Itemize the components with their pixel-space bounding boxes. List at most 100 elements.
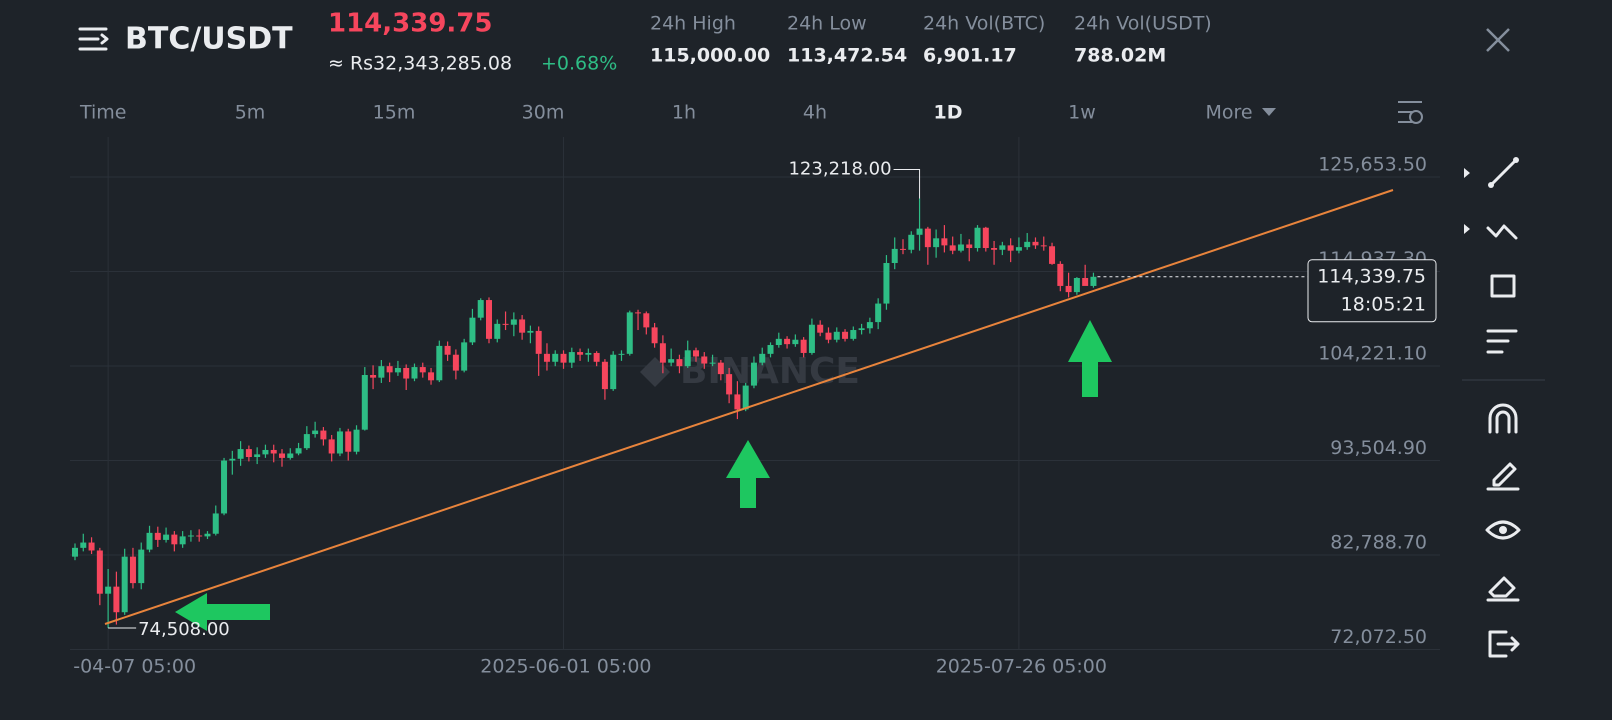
arrow-up <box>1068 320 1112 397</box>
candle-body <box>138 549 145 584</box>
tool-pencil[interactable] <box>1486 462 1520 491</box>
tool-glyph <box>1485 520 1521 540</box>
candle-body <box>336 431 343 454</box>
candle-body <box>759 353 766 363</box>
low-marker-label: 74,508.00 <box>138 619 230 640</box>
interval-tab[interactable]: 4h <box>803 102 827 124</box>
candle-body <box>825 332 832 340</box>
candle-body <box>345 431 352 452</box>
candle-body <box>701 356 708 364</box>
candle-body <box>800 339 807 353</box>
candle-body <box>643 313 650 328</box>
candle-body <box>88 542 95 551</box>
close-glyph <box>1486 28 1510 52</box>
grid <box>70 137 1440 650</box>
close-button[interactable] <box>1486 28 1510 52</box>
candle-body <box>411 367 418 379</box>
candle-body <box>792 339 799 345</box>
price-tag-countdown: 18:05:21 <box>1341 293 1426 315</box>
candle-body <box>949 245 956 251</box>
candle-body <box>991 248 998 250</box>
candle-body <box>96 550 103 594</box>
candle-body <box>726 374 733 395</box>
candle-body <box>626 312 633 354</box>
candle-body <box>262 449 269 455</box>
candle-body <box>229 458 236 461</box>
candle-body <box>245 449 252 458</box>
y-tick-label: 82,788.70 <box>1330 532 1427 554</box>
tool-glyph <box>1486 576 1520 602</box>
candle-body <box>651 327 658 344</box>
candle-body <box>237 449 244 459</box>
candle-body <box>312 430 319 435</box>
interval-tab[interactable]: 1D <box>934 102 963 124</box>
candle-body <box>635 312 642 314</box>
tool-exit[interactable] <box>1488 630 1520 658</box>
interval-tab[interactable]: 1h <box>672 102 696 124</box>
candle-body <box>72 547 78 557</box>
candle-body <box>477 300 484 318</box>
candle-body <box>842 331 849 339</box>
candle-body <box>767 345 774 354</box>
symbol[interactable]: BTC/USDT <box>125 22 293 57</box>
candle-body <box>279 453 285 458</box>
candle-body <box>535 330 542 354</box>
stat-label: 24h Low <box>787 13 867 35</box>
price-change: +0.68% <box>541 53 617 75</box>
overlays: 72,072.50 82,788.70 93,504.90 104,221.10 114… <box>73 154 1437 678</box>
settings-glyph <box>1398 101 1422 123</box>
tool-shape[interactable] <box>1490 274 1516 298</box>
settings-glyph <box>1409 110 1423 124</box>
interval-tab[interactable]: 1w <box>1068 102 1096 124</box>
candle-body <box>129 556 136 584</box>
candle-body <box>957 244 964 251</box>
menu-icon[interactable] <box>78 27 109 51</box>
candle-body <box>900 248 906 250</box>
candle-body <box>320 430 327 440</box>
candle-body <box>105 586 112 594</box>
y-tick-label: 104,221.10 <box>1318 343 1427 365</box>
stat-value: 6,901.17 <box>923 45 1017 67</box>
tool-eraser[interactable] <box>1486 576 1520 602</box>
candle-body <box>452 354 459 371</box>
candle-body <box>436 345 443 381</box>
trend-line[interactable] <box>104 189 1394 625</box>
tool-lines[interactable] <box>1486 329 1518 354</box>
candle-body <box>717 362 724 375</box>
candle-body <box>676 359 683 367</box>
interval-tab[interactable]: 5m <box>235 102 266 124</box>
interval-tab[interactable]: 15m <box>373 102 416 124</box>
candle-body <box>1090 276 1097 286</box>
candle-body <box>1082 278 1089 286</box>
tool-glyph <box>1513 157 1519 163</box>
interval-tab[interactable]: More <box>1205 102 1252 124</box>
candle-body <box>601 361 608 390</box>
interval-tab[interactable]: Time <box>79 102 127 124</box>
x-tick-label: 2025-07-26 05:00 <box>936 656 1107 678</box>
chart-settings[interactable] <box>1398 101 1423 124</box>
interval-tab[interactable]: 30m <box>522 102 565 124</box>
y-tick-label: 72,072.50 <box>1330 626 1427 648</box>
candle-body <box>734 394 741 410</box>
candle-body <box>179 536 186 545</box>
tool-magnet[interactable] <box>1488 403 1518 434</box>
candle-body <box>486 300 492 339</box>
candle-body <box>966 244 973 249</box>
candle-body <box>527 330 534 333</box>
tool-visibility[interactable] <box>1485 520 1521 540</box>
high-marker-line <box>893 168 921 199</box>
candle-body <box>196 535 203 537</box>
candle-body <box>303 434 310 449</box>
last-price: 114,339.75 <box>328 9 492 39</box>
candle-body <box>568 352 575 363</box>
tool-line[interactable] <box>1488 157 1519 188</box>
candle-body <box>808 324 815 353</box>
candle-body <box>684 350 691 367</box>
stat-label: 24h Vol(BTC) <box>923 13 1045 35</box>
candle-body <box>187 535 194 537</box>
candle-body <box>618 353 625 355</box>
tool-fib[interactable] <box>1486 224 1518 240</box>
y-tick-label: 93,504.90 <box>1330 437 1427 459</box>
candle-body <box>212 513 219 534</box>
tool-glyph <box>1490 274 1516 298</box>
